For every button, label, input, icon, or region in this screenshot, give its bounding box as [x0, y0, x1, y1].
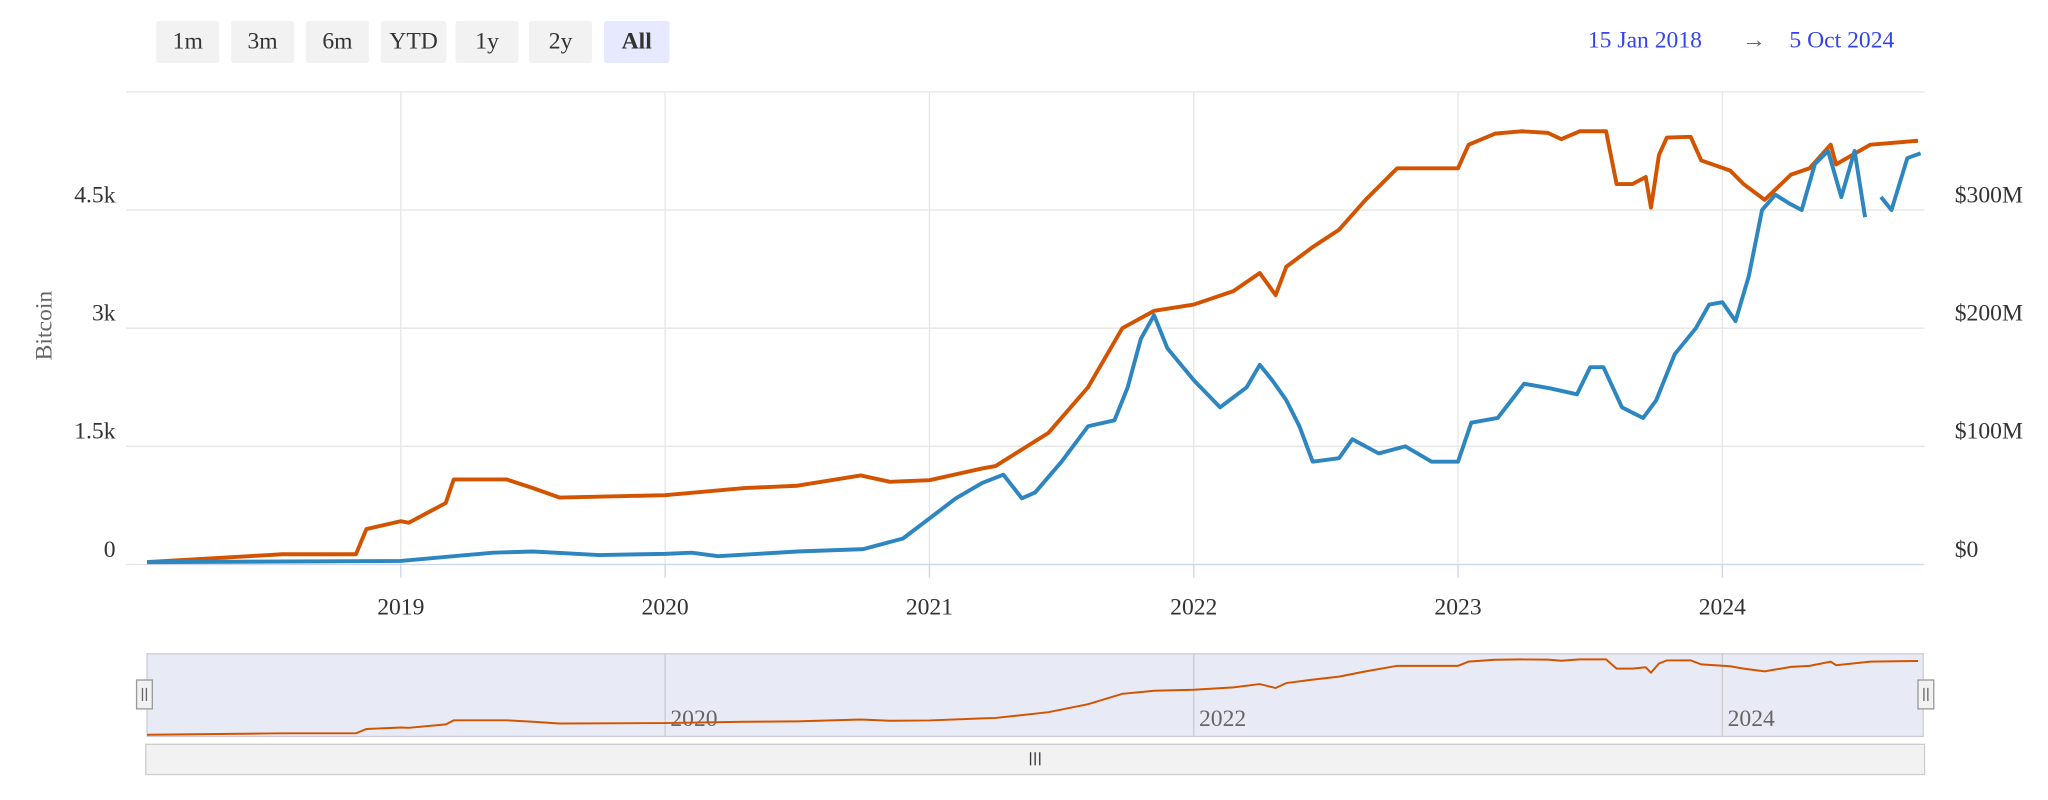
- date-to[interactable]: 5 Oct 2024: [1789, 27, 1894, 53]
- navigator-line: [147, 658, 1919, 736]
- x-tick-label: 2019: [377, 595, 424, 621]
- series-line: [146, 129, 1919, 565]
- range-button[interactable]: [231, 21, 295, 64]
- x-tick-label: 2022: [1170, 595, 1217, 621]
- range-button-label[interactable]: 6m: [322, 29, 352, 55]
- range-button-label[interactable]: All: [622, 29, 653, 55]
- navigator-tick-label: 2022: [1199, 706, 1246, 732]
- y-tick-label: 4.5k: [74, 182, 116, 208]
- navigator-handle-left[interactable]: [135, 679, 153, 710]
- range-button-label[interactable]: 1m: [173, 29, 203, 55]
- navigator[interactable]: [146, 653, 1924, 738]
- x-tick-label: 2020: [642, 595, 689, 621]
- range-button-label[interactable]: 3m: [248, 29, 278, 55]
- x-tick-label: 2023: [1434, 595, 1481, 621]
- range-button-label[interactable]: 1y: [475, 29, 499, 55]
- date-from[interactable]: 15 Jan 2018: [1588, 27, 1702, 53]
- y-tick-label: 1.5k: [74, 419, 116, 445]
- y2-tick-label: $200M: [1955, 300, 2023, 326]
- x-tick-label: 2021: [906, 595, 953, 621]
- x-tick-label: 2024: [1699, 595, 1746, 621]
- y-axis-title: Bitcoin: [31, 291, 57, 361]
- range-button[interactable]: [156, 21, 220, 64]
- y2-tick-label: $0: [1955, 537, 1979, 563]
- series-line: [147, 148, 1922, 565]
- y-tick-label: 3k: [92, 300, 116, 326]
- range-button[interactable]: [529, 21, 593, 64]
- range-separator: →: [1742, 27, 1766, 53]
- range-button[interactable]: [603, 21, 670, 64]
- range-button-label[interactable]: YTD: [389, 29, 438, 55]
- y-tick-label: 0: [104, 537, 116, 563]
- range-button[interactable]: [305, 21, 369, 64]
- range-button[interactable]: [380, 21, 447, 64]
- range-button[interactable]: [455, 21, 519, 64]
- navigator-tick-label: 2020: [670, 706, 717, 732]
- range-button-label[interactable]: 2y: [549, 29, 573, 55]
- y2-tick-label: $300M: [1955, 182, 2023, 208]
- navigator-handle-right[interactable]: [1917, 679, 1935, 710]
- y2-tick-label: $100M: [1955, 419, 2023, 445]
- navigator-tick-label: 2024: [1728, 706, 1775, 732]
